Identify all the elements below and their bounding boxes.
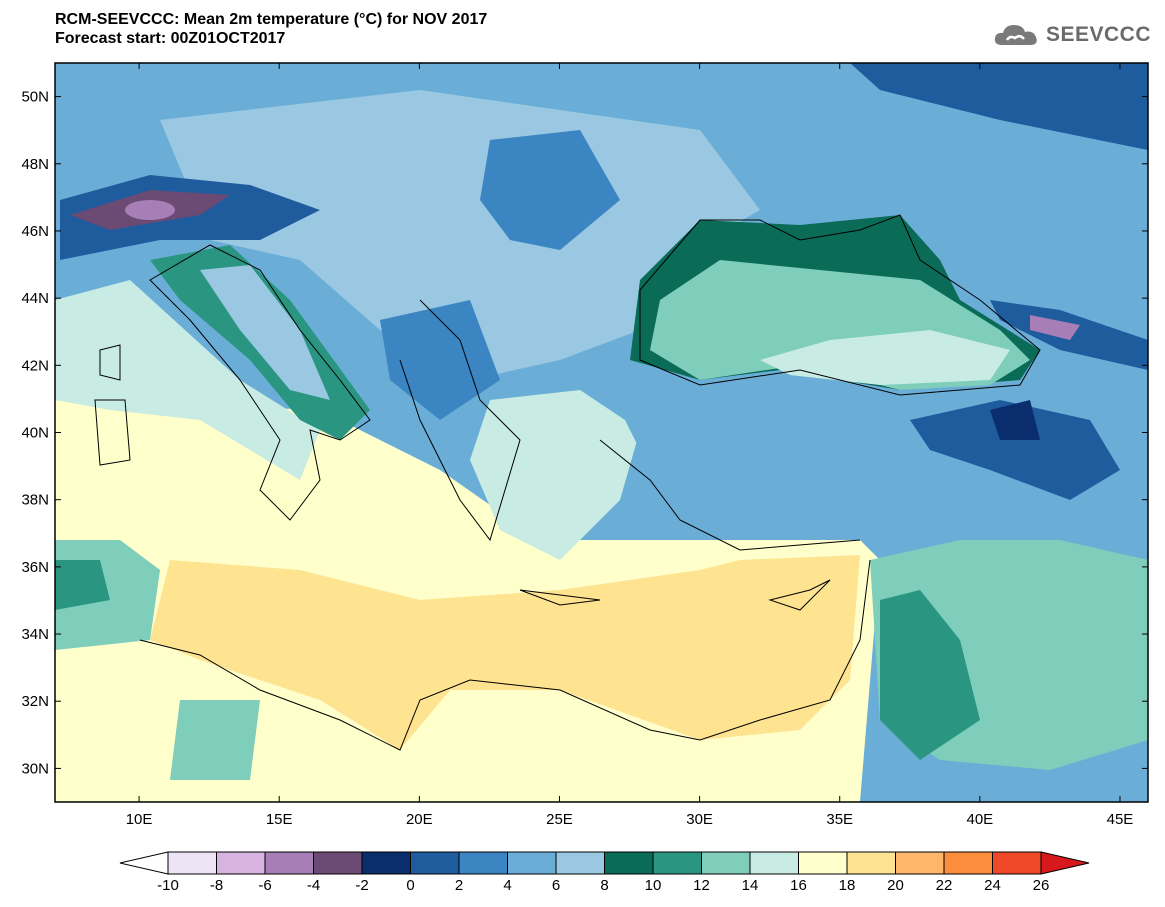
colorbar-label: 20	[887, 877, 904, 894]
colorbar-label: 24	[984, 877, 1001, 894]
colorbar-swatch	[458, 851, 508, 875]
colorbar-swatch	[701, 851, 751, 875]
colorbar-swatch	[604, 851, 654, 875]
lat-tick-label: 38N	[21, 492, 49, 509]
map-field	[55, 63, 1148, 802]
cloud-icon	[994, 25, 1037, 45]
balkan-coastline	[399, 299, 521, 542]
colorbar-over-triangle	[1040, 851, 1090, 875]
latitude-axis: 30N 32N 34N 36N 38N 40N 42N 44N 46N 48N 50N	[21, 89, 1148, 777]
field-levant-inland	[880, 590, 980, 760]
sardinia-corsica-coastline	[94, 344, 131, 466]
colorbar-swatch	[410, 851, 460, 875]
lon-tick-label: 40E	[966, 811, 993, 828]
field-northeast	[850, 63, 1148, 150]
lat-tick-label: 50N	[21, 89, 49, 106]
lon-tick-label: 45E	[1107, 811, 1134, 828]
lat-tick-label: 46N	[21, 223, 49, 240]
colorbar-swatch	[749, 851, 799, 875]
colorbar-swatch	[943, 851, 993, 875]
lat-tick-label: 42N	[21, 357, 49, 374]
black-sea-coastline	[639, 214, 1041, 396]
lon-tick-label: 20E	[406, 811, 433, 828]
colorbar-swatch	[361, 851, 411, 875]
colorbar: -10 -8 -6 -4 -2 0 2 4 6 8 10 12 14 16 18 20 22 24 26	[119, 851, 1090, 894]
colorbar-swatch	[895, 851, 945, 875]
colorbar-under-triangle	[119, 851, 169, 875]
coastlines	[94, 214, 1041, 751]
field-carpathians	[480, 130, 620, 250]
lon-tick-label: 25E	[546, 811, 573, 828]
lat-tick-label: 30N	[21, 760, 49, 777]
field-alps-peak	[125, 200, 175, 220]
field-central-europe	[160, 90, 760, 380]
colorbar-swatch	[507, 851, 557, 875]
colorbar-label: 22	[936, 877, 953, 894]
lon-tick-label: 15E	[266, 811, 293, 828]
colorbar-label: 12	[693, 877, 710, 894]
lon-tick-label: 30E	[686, 811, 713, 828]
colorbar-swatch	[313, 851, 363, 875]
crete-coastline	[519, 589, 601, 606]
colorbar-swatch	[798, 851, 848, 875]
colorbar-label: 10	[645, 877, 662, 894]
title-line-1: RCM-SEEVCCC: Mean 2m temperature (°C) fo…	[55, 11, 488, 28]
cyprus-coastline	[768, 579, 831, 611]
field-italy-inland	[200, 265, 330, 400]
colorbar-label: 6	[552, 877, 560, 894]
colorbar-label: 2	[455, 877, 463, 894]
colorbar-label: 16	[790, 877, 807, 894]
lat-tick-label: 40N	[21, 425, 49, 442]
colorbar-label: 14	[742, 877, 759, 894]
colorbar-swatch	[167, 851, 217, 875]
lon-tick-label: 35E	[826, 811, 853, 828]
colorbar-swatch	[264, 851, 314, 875]
colorbar-label: -8	[210, 877, 223, 894]
colorbar-label: -4	[307, 877, 320, 894]
lat-tick-label: 36N	[21, 559, 49, 576]
field-anatolia-peak	[990, 400, 1040, 440]
colorbar-label: -2	[355, 877, 368, 894]
field-africa-west-core	[55, 560, 110, 610]
colorbar-label: 8	[600, 877, 608, 894]
field-alps	[60, 175, 320, 260]
logo-text: SEEVCCC	[1045, 23, 1151, 46]
longitude-axis: 10E 15E 20E 25E 30E 35E 40E 45E	[126, 63, 1134, 828]
colorbar-swatch	[992, 851, 1042, 875]
colorbar-label: 26	[1033, 877, 1050, 894]
anatolia-south-coastline	[599, 439, 861, 551]
colorbar-label: 4	[503, 877, 511, 894]
lat-tick-label: 34N	[21, 626, 49, 643]
title-line-2: Forecast start: 00Z01OCT2017	[55, 30, 286, 47]
field-africa-patch	[170, 700, 260, 780]
map-title: RCM-SEEVCCC: Mean 2m temperature (°C) fo…	[55, 10, 487, 48]
field-black-sea-warm	[760, 330, 1010, 385]
lat-tick-label: 32N	[21, 693, 49, 710]
lat-tick-label: 48N	[21, 156, 49, 173]
colorbar-label: -10	[157, 877, 179, 894]
lat-tick-label: 44N	[21, 290, 49, 307]
colorbar-swatch	[555, 851, 605, 875]
colorbar-swatch	[216, 851, 266, 875]
seevccc-logo: SEEVCCC	[992, 20, 1151, 50]
colorbar-label: -6	[258, 877, 271, 894]
lon-tick-label: 10E	[126, 811, 153, 828]
africa-coastline	[139, 559, 871, 751]
field-warm-sea	[150, 555, 860, 750]
colorbar-label: 18	[839, 877, 856, 894]
field-west-med	[55, 280, 320, 480]
colorbar-swatch	[846, 851, 896, 875]
field-caucasus-peak	[1030, 315, 1080, 340]
field-east-anatolia	[910, 400, 1120, 500]
colorbar-label: 0	[406, 877, 414, 894]
italy-coastline	[149, 244, 371, 521]
colorbar-swatch	[652, 851, 702, 875]
